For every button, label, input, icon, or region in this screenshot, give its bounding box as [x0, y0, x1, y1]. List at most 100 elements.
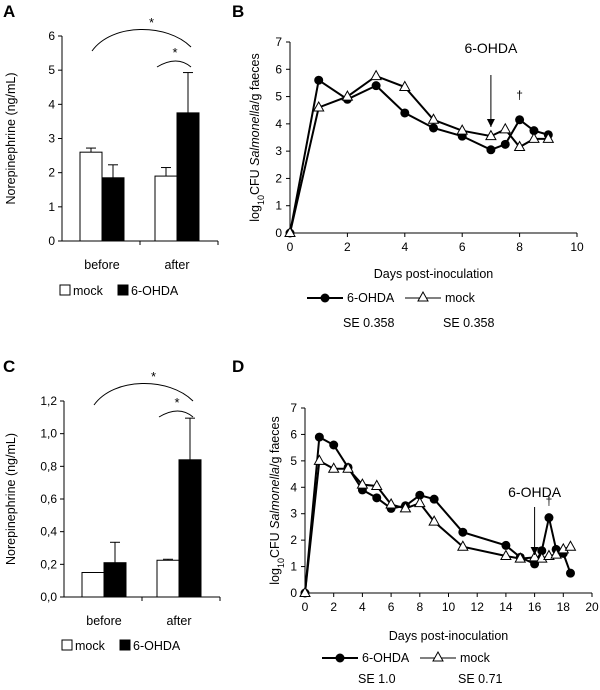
x-tick-label-b: 6 — [459, 240, 466, 254]
annotation-label-d: 6-OHDA — [508, 484, 562, 500]
point-d-6-ohda — [429, 494, 439, 504]
y-tick-label-c: 0,6 — [40, 492, 57, 506]
se-label-6ohda-b: SE 0.358 — [343, 316, 394, 330]
significance-star-c: * — [151, 369, 156, 384]
x-tick-label-d: 14 — [499, 600, 513, 614]
y-tick-label-c: 1,2 — [40, 394, 57, 408]
panel-label-b: B — [232, 2, 244, 21]
bar-c-6-ohda — [178, 459, 202, 598]
y-tick-label-b: 6 — [275, 62, 282, 76]
significance-bracket-c — [93, 383, 194, 406]
point-b-6-ohda — [515, 115, 525, 125]
y-tick-label-d: 7 — [290, 401, 297, 415]
x-tick-label-d: 0 — [302, 600, 309, 614]
point-b-mock — [341, 90, 354, 101]
annotation-arrowhead-b — [486, 119, 495, 127]
y-axis-title-part-d-0: log — [268, 568, 282, 585]
bar-c-mock — [156, 559, 180, 598]
significance-star-inner-a: * — [172, 45, 177, 60]
y-tick-label-b: 3 — [275, 144, 282, 158]
x-axis-title-b: Days post-inoculation — [374, 267, 494, 281]
significance-bracket-inner-c — [158, 410, 194, 418]
x-tick-label-d: 4 — [359, 600, 366, 614]
significance-star-a: * — [149, 15, 154, 30]
point-d-mock — [413, 496, 426, 508]
point-b-6-ohda — [529, 126, 539, 136]
y-axis-title-d: log10CFU Salmonella/g faeces — [268, 416, 286, 584]
y-axis-title-c: Norepinephrine (ng/mL) — [4, 433, 18, 565]
point-b-mock — [284, 226, 296, 237]
annotation-label-b: 6-OHDA — [464, 40, 518, 56]
point-b-mock — [499, 122, 512, 134]
series-line-d-mock — [304, 459, 571, 594]
point-b-mock — [370, 69, 382, 81]
legend-label-mock-d: mock — [460, 651, 491, 665]
y-tick-label-b: 5 — [275, 90, 282, 104]
significance-star-inner-c: * — [174, 395, 179, 410]
point-d-mock — [514, 552, 527, 563]
dagger-mark-d: † — [546, 494, 553, 508]
point-b-mock — [312, 100, 325, 112]
x-tick-label-d: 12 — [471, 600, 485, 614]
legend-label-mock-a: mock — [73, 284, 104, 298]
bar-chart-c: 0,0 0,2 0,4 0,6 0,8 1,0 1,2 Norepinephrine (ng/… — [4, 369, 221, 653]
y-tick-label-c: 0,2 — [40, 557, 57, 571]
point-d-6-ohda — [565, 568, 575, 578]
bar-a-mock — [154, 175, 178, 242]
point-d-mock — [385, 497, 397, 509]
point-b-mock — [528, 132, 540, 143]
y-tick-label-a: 0 — [48, 234, 55, 248]
y-tick-label-d: 1 — [290, 560, 297, 574]
y-axis-title-part-d-2: CFU — [268, 529, 282, 558]
point-b-6-ohda — [500, 139, 510, 149]
point-d-mock — [550, 548, 562, 559]
x-tick-label-d: 16 — [528, 600, 542, 614]
legend-label-6ohda-d: 6-OHDA — [362, 651, 410, 665]
point-d-mock — [342, 462, 354, 473]
y-axis-title-part-d-1: 10 — [276, 558, 286, 568]
series-line-d-6-ohda — [304, 435, 572, 594]
x-tick-label-d: 20 — [585, 600, 599, 614]
panel-label-a: A — [3, 2, 15, 21]
panel-label-c: C — [3, 357, 15, 376]
y-tick-label-d: 4 — [290, 480, 297, 494]
y-tick-label-a: 1 — [48, 200, 55, 214]
x-tick-label-b: 2 — [344, 240, 351, 254]
point-d-6-ohda — [458, 527, 468, 537]
point-b-mock — [398, 80, 411, 92]
significance-bracket-a — [91, 29, 192, 52]
y-tick-label-d: 5 — [290, 454, 297, 468]
y-tick-label-d: 0 — [290, 586, 297, 600]
y-axis-title-part-b-1: 10 — [256, 195, 266, 205]
legend-marker-6ohda-b — [320, 293, 330, 303]
point-d-6-ohda — [537, 546, 547, 556]
y-tick-label-d: 2 — [290, 533, 297, 547]
point-d-mock — [528, 550, 541, 562]
y-tick-label-a: 5 — [48, 63, 55, 77]
dagger-mark-b: † — [516, 88, 523, 102]
category-label-a: after — [164, 258, 189, 272]
x-tick-label-b: 0 — [287, 240, 294, 254]
panel-label-d: D — [232, 357, 244, 376]
se-label-6ohda-d: SE 1.0 — [358, 672, 396, 686]
bar-a-mock — [79, 151, 103, 242]
y-tick-label-b: 4 — [275, 117, 282, 131]
point-d-6-ohda — [314, 432, 324, 442]
y-axis-title-part-b-3: Salmonella — [248, 104, 262, 166]
y-tick-label-b: 7 — [275, 35, 282, 49]
point-d-mock — [399, 501, 412, 513]
y-tick-label-c: 0,8 — [40, 459, 57, 473]
y-axis-title-part-b-2: CFU — [248, 166, 262, 195]
point-b-mock — [485, 129, 497, 141]
point-b-mock — [513, 140, 526, 152]
bar-a-6-ohda — [176, 112, 200, 242]
y-tick-label-a: 6 — [48, 29, 55, 43]
x-axis-title-d: Days post-inoculation — [389, 629, 509, 643]
y-axis-title-a: Norepinephrine (ng/mL) — [4, 72, 18, 204]
bar-chart-a: 0 1 2 3 4 5 6 Norepinephrine (ng/mL) before after… — [4, 15, 219, 298]
point-d-6-ohda — [544, 513, 554, 523]
point-d-mock — [327, 462, 340, 473]
